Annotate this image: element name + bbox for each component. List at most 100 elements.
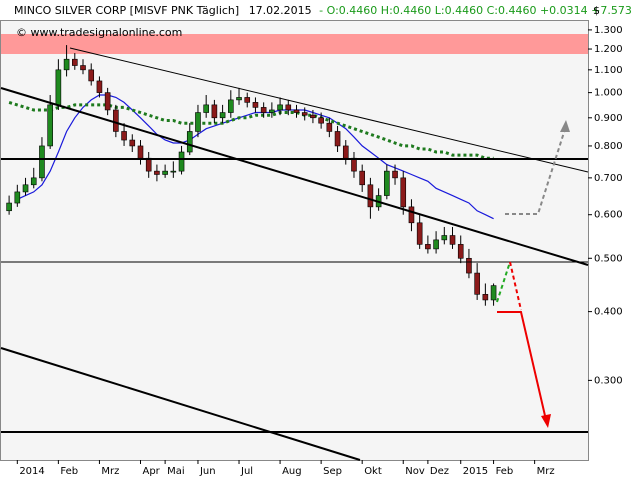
x-tick-label: Mrz — [101, 466, 119, 477]
candle-body — [342, 145, 349, 159]
candle-body — [490, 285, 497, 301]
plot-area — [0, 20, 589, 461]
candle-body — [367, 184, 374, 208]
moving-average — [8, 100, 494, 160]
candle-body — [384, 170, 390, 196]
candle-body — [416, 222, 423, 245]
candle-body — [55, 69, 62, 106]
x-tick-label: Jul — [240, 466, 253, 477]
x-tick-label: Mai — [167, 466, 185, 477]
candle-body — [351, 157, 357, 172]
x-tick-label: Apr — [142, 466, 160, 477]
candle-body — [80, 65, 86, 71]
candle-body — [137, 145, 144, 159]
quote: - O:0.4460 H:0.4460 L:0.4460 C:0.4460 +0… — [319, 4, 631, 17]
candle-body — [6, 202, 12, 212]
arrow-head — [541, 414, 551, 428]
candle-body — [104, 92, 111, 111]
trend-line — [69, 47, 589, 173]
candle-body — [301, 112, 308, 116]
candle-body — [400, 177, 407, 208]
y-tick-label: 1.300 — [594, 25, 623, 36]
candle-body — [433, 239, 439, 250]
x-tick-label: Sep — [323, 466, 342, 477]
candle-body — [113, 109, 119, 132]
x-tick-label: Dez — [430, 466, 449, 477]
candle-body — [244, 97, 251, 103]
candle-body — [145, 157, 152, 172]
candle-body — [293, 109, 300, 113]
candle-body — [71, 58, 78, 66]
chart-title: MINCO SILVER CORP [MISVF PNK Täglich] — [14, 4, 239, 17]
candle-body — [285, 104, 292, 111]
y-tick-label: 0.400 — [594, 307, 623, 318]
trend-line — [0, 87, 589, 266]
resistance-zone — [1, 34, 588, 54]
x-tick-label: 2014 — [19, 466, 44, 477]
candle-body — [162, 170, 168, 175]
y-tick-label: 0.700 — [594, 173, 623, 184]
candle-body — [236, 97, 242, 101]
trend-line — [0, 347, 361, 461]
y-tick-label: 0.800 — [594, 141, 623, 152]
candle-body — [195, 112, 201, 132]
x-tick-label: 2015 — [463, 466, 488, 477]
watermark: © www.tradesignalonline.com — [16, 26, 182, 39]
candle-body — [269, 109, 275, 113]
chart-date: 17.02.2015 — [249, 4, 312, 17]
arrow-head — [560, 120, 570, 132]
candle-body — [96, 80, 103, 93]
currency: $ — [593, 4, 600, 17]
candle-body — [211, 104, 218, 119]
x-tick-label: Feb — [60, 466, 78, 477]
y-tick-label: 1.200 — [594, 44, 623, 55]
x-tick-label: Okt — [364, 466, 382, 477]
scenario-arrow — [505, 125, 567, 215]
x-tick-label: Mrz — [537, 466, 555, 477]
y-tick-label: 0.500 — [594, 253, 623, 264]
x-tick-label: Jun — [199, 466, 216, 477]
candle-body — [14, 191, 21, 204]
candle-body — [88, 69, 95, 82]
y-tick-label: 0.300 — [594, 375, 623, 386]
candle-body — [326, 122, 333, 132]
x-tick-label: Nov — [405, 466, 425, 477]
candle-body — [22, 184, 29, 193]
annotations — [0, 47, 589, 461]
candle-body — [359, 170, 365, 186]
candle-body — [170, 170, 177, 173]
scenario-line — [509, 261, 522, 311]
candle-body — [441, 235, 448, 241]
candle-body — [334, 131, 341, 147]
candle-body — [47, 104, 53, 147]
candle-body — [425, 244, 431, 250]
candle-body — [457, 244, 464, 259]
candle-body — [277, 104, 283, 111]
candle-body — [129, 139, 136, 147]
candle-body — [392, 170, 398, 179]
x-tick-label: Aug — [282, 466, 302, 477]
scenario-line — [496, 261, 511, 303]
candle-body — [121, 131, 127, 141]
x-tick-label: Feb — [496, 466, 514, 477]
candle-body — [449, 235, 456, 245]
candle-body — [219, 112, 226, 119]
candle-body — [30, 177, 37, 186]
candle-body — [318, 117, 324, 124]
candle-body — [260, 107, 267, 113]
candle-body — [178, 151, 185, 172]
candle-body — [39, 145, 45, 179]
candle-body — [408, 206, 415, 224]
candle-body — [154, 170, 160, 175]
candle-body — [186, 131, 193, 153]
y-tick-label: 1.000 — [594, 88, 623, 99]
y-tick-label: 0.600 — [594, 210, 623, 221]
candle-body — [203, 104, 209, 113]
header: MINCO SILVER CORP [MISVF PNK Täglich] 17… — [14, 4, 631, 17]
candle-body — [63, 58, 70, 71]
candle-body — [310, 114, 316, 119]
y-tick-label: 0.900 — [594, 113, 623, 124]
candle-body — [482, 294, 489, 301]
candle-body — [228, 99, 234, 113]
